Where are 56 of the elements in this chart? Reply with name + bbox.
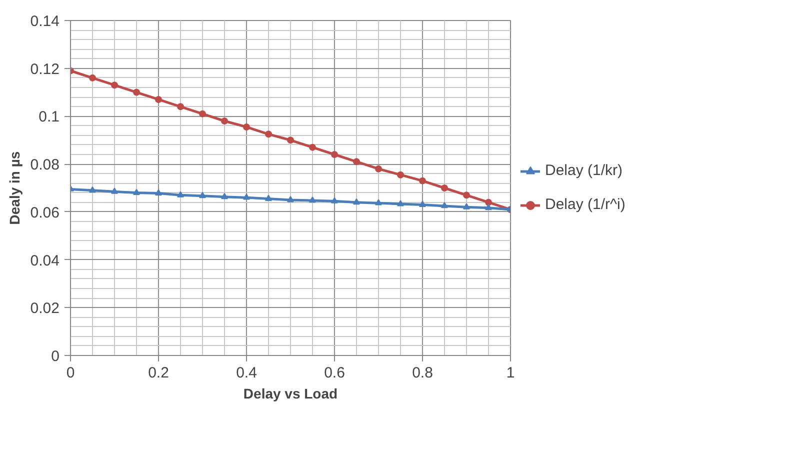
y-tick-label: 0.12 bbox=[30, 60, 60, 78]
x-tick-label: 0.2 bbox=[148, 364, 169, 382]
y-tick-label: 0.02 bbox=[30, 300, 60, 318]
x-tick-label: 0 bbox=[66, 364, 75, 382]
point bbox=[375, 199, 382, 206]
point bbox=[331, 197, 338, 204]
y-tick-label: 0.1 bbox=[38, 108, 60, 126]
point bbox=[309, 196, 316, 203]
point bbox=[397, 171, 404, 178]
point bbox=[243, 194, 250, 200]
point bbox=[441, 202, 448, 208]
x-tick-label: 0.8 bbox=[412, 364, 433, 382]
point bbox=[485, 198, 492, 206]
x-tick-label: 0.4 bbox=[236, 364, 257, 382]
point bbox=[89, 186, 96, 193]
point bbox=[353, 198, 360, 205]
point bbox=[397, 200, 404, 206]
point bbox=[111, 188, 118, 194]
point bbox=[419, 177, 426, 184]
point bbox=[463, 203, 470, 210]
legend-label: Delay (1/kr) bbox=[545, 162, 623, 179]
y-axis-title: Dealy in µs bbox=[6, 151, 22, 225]
point bbox=[485, 204, 492, 210]
point bbox=[441, 184, 448, 192]
legend-label: Delay (1/r^i) bbox=[545, 196, 626, 213]
point bbox=[221, 118, 228, 124]
point bbox=[353, 158, 360, 166]
y-tick-label: 0 bbox=[51, 348, 60, 365]
point bbox=[89, 74, 96, 82]
y-tick-label: 0.06 bbox=[30, 204, 60, 222]
point bbox=[111, 82, 118, 89]
y-tick-label: 0.04 bbox=[30, 252, 60, 270]
point bbox=[199, 192, 206, 198]
point bbox=[199, 110, 206, 118]
x-tick-label: 1 bbox=[506, 364, 515, 382]
y-tick-label: 0.14 bbox=[30, 13, 60, 30]
point bbox=[463, 192, 470, 199]
x-tick-label: 0.6 bbox=[324, 364, 345, 382]
point bbox=[133, 188, 140, 196]
point bbox=[177, 191, 184, 198]
point bbox=[265, 194, 272, 201]
point bbox=[133, 88, 140, 96]
point bbox=[155, 96, 162, 103]
point bbox=[287, 136, 294, 144]
point bbox=[177, 103, 184, 110]
point bbox=[419, 200, 426, 207]
point bbox=[309, 144, 316, 151]
point bbox=[287, 196, 294, 202]
point bbox=[331, 151, 338, 158]
point bbox=[155, 189, 162, 196]
point bbox=[221, 192, 228, 200]
x-axis-title: Delay vs Load bbox=[243, 386, 338, 402]
point bbox=[265, 130, 272, 138]
y-tick-label: 0.08 bbox=[30, 156, 60, 174]
point bbox=[243, 123, 250, 130]
point bbox=[375, 165, 382, 172]
